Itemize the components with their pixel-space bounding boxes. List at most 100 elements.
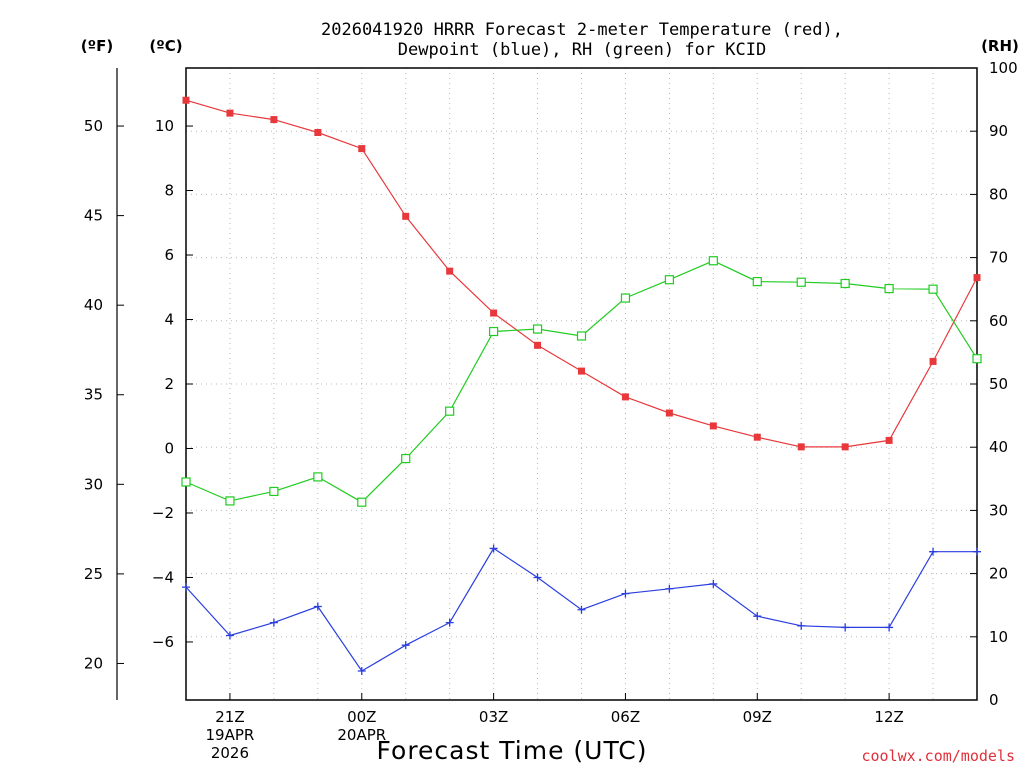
series-dewpoint [182,544,981,675]
rh-tick-label: 30 [989,501,1008,519]
rh-point [972,354,982,364]
rh-point [445,406,455,416]
dewpoint-point [621,589,630,598]
rh-point [181,477,191,487]
rh-line [185,260,978,503]
credit-text: coolwx.com/models [861,747,1015,765]
temperature-point [665,409,673,417]
fahrenheit-tick-label: 30 [84,475,103,493]
temperature-point [885,436,893,444]
dewpoint-point [489,544,498,553]
x-tick-label: 03Z [479,708,508,726]
rh-point [313,472,323,482]
rh-point [401,453,411,464]
fahrenheit-tick-label: 20 [84,654,103,672]
celsius-tick-label: 2 [164,375,174,393]
celsius-tick-label: 6 [164,246,174,264]
temperature-point [797,443,805,451]
rh-tick-label: 90 [989,122,1008,140]
series-temperature [182,96,981,451]
chart-title-line-1: 2026041920 HRRR Forecast 2-meter Tempera… [321,20,843,40]
rh-point [884,283,894,294]
rh-point [928,284,938,294]
temperature-point [929,357,937,365]
x-tick-label: 2026 [211,744,249,762]
rh-tick-label: 80 [989,185,1008,203]
x-tick-label: 19APR [206,726,255,744]
dewpoint-point [841,623,850,632]
dewpoint-point [269,618,278,627]
dewpoint-point [929,547,938,556]
temperature-point [841,443,849,451]
dewpoint-point [533,573,542,582]
rh-point [840,278,850,289]
x-tick-label: 00Z [347,708,376,726]
x-tick-label: 06Z [611,708,640,726]
rh-point [620,293,631,303]
temperature-point [314,128,322,136]
rh-tick-label: 0 [989,691,999,709]
celsius-tick-label: 0 [164,439,174,457]
temperature-point [753,433,761,441]
x-tick-label: 20APR [337,726,386,744]
celsius-tick-label: −2 [152,504,174,522]
rh-point [664,275,674,285]
rh-tick-label: 20 [989,565,1008,583]
dewpoint-point [577,605,586,614]
rh-tick-label: 100 [989,59,1018,77]
rh-point [796,277,806,287]
rh-point [532,324,543,334]
rh-tick-label: 50 [989,375,1008,393]
dewpoint-point [225,631,234,640]
x-tick-label: 12Z [874,708,903,726]
chart-title-line-2: Dewpoint (blue), RH (green) for KCID [398,40,766,60]
rh-point [576,331,587,341]
fahrenheit-tick-label: 40 [84,296,103,314]
rh-tick-label: 70 [989,249,1008,267]
dewpoint-point [313,602,322,611]
dewpoint-point [182,583,190,592]
temperature-point [490,309,498,317]
dewpoint-point [709,579,718,588]
temperature-point [534,341,542,349]
rh-tick-label: 60 [989,312,1008,330]
celsius-tick-label: −4 [152,568,174,586]
rh-tick-label: 40 [989,438,1008,456]
series-rh [181,256,982,507]
x-tick-label: 09Z [743,708,772,726]
dewpoint-point [797,621,806,630]
temperature-point [973,274,981,282]
dewpoint-point [445,618,454,627]
dewpoint-point [885,623,894,632]
temperature-point [578,367,585,375]
rh-point [489,326,499,337]
rh-point [357,497,367,507]
celsius-tick-label: 10 [155,117,174,135]
fahrenheit-tick-label: 45 [84,207,103,225]
celsius-tick-label: −6 [152,633,174,651]
fahrenheit-tick-label: 35 [84,386,103,404]
rh-point [708,256,718,266]
x-axis-label: Forecast Time (UTC) [377,736,648,765]
fahrenheit-unit-label: (ºF) [81,37,113,55]
grid-lines [186,68,977,700]
series-layer [181,96,982,675]
temperature-point [446,267,454,275]
fahrenheit-tick-label: 50 [84,117,103,135]
temperature-point [358,145,366,153]
dewpoint-point [973,547,981,556]
celsius-unit-label: (ºC) [149,37,182,55]
dewpoint-point [753,612,762,621]
rh-unit-label: (RH) [981,37,1019,55]
rh-point [752,277,762,287]
rh-tick-label: 10 [989,628,1008,646]
dewpoint-point [665,584,674,593]
dewpoint-point [401,641,410,650]
temperature-point [709,422,717,430]
temperature-point [226,109,234,117]
celsius-tick-label: 8 [164,182,174,200]
temperature-point [402,212,410,220]
dewpoint-point [357,666,366,675]
fahrenheit-tick-label: 25 [84,565,103,583]
celsius-tick-label: 4 [164,311,174,329]
